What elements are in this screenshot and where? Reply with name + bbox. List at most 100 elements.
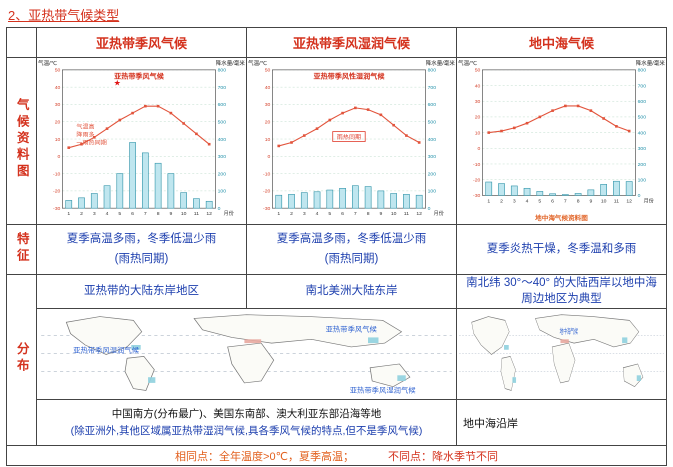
svg-text:4: 4 [316, 211, 319, 217]
svg-text:40: 40 [55, 85, 61, 91]
svg-text:降水量/毫米: 降水量/毫米 [216, 59, 246, 67]
feature-humid-line2: (雨热同期) [324, 252, 379, 265]
svg-text:地中海气候资料图: 地中海气候资料图 [535, 213, 588, 222]
svg-text:9: 9 [589, 198, 592, 204]
svg-text:30: 30 [265, 102, 271, 108]
svg-text:400: 400 [638, 130, 647, 136]
svg-text:6: 6 [341, 211, 344, 217]
row-label-charts: 气候资料图 [6, 57, 37, 225]
svg-text:100: 100 [638, 177, 647, 183]
region-mediterranean: 南北纬 30°～40° 的大陆西岸以地中海周边地区为典型 [456, 273, 667, 310]
climate-chart-humid: -30 -20 -10 0 10 20 30 40 50 0 100 200 300 400 500 600 7… [248, 59, 456, 224]
feature-humid: 夏季高温多雨，冬季低温少雨 (雨热同期) [246, 224, 457, 275]
svg-text:0: 0 [478, 146, 481, 152]
distribution-east-line1: 中国南方(分布最广)、美国东南部、澳大利亚东部沿海等地 [111, 407, 382, 420]
svg-text:100: 100 [428, 189, 437, 195]
col-header-monsoon: 亚热带季风气候 [36, 27, 247, 58]
svg-text:1: 1 [67, 211, 70, 217]
svg-text:40: 40 [475, 83, 481, 89]
svg-text:降雨多: 降雨多 [76, 131, 94, 139]
svg-text:1: 1 [487, 198, 490, 204]
svg-text:30: 30 [475, 99, 481, 105]
svg-text:3: 3 [93, 211, 96, 217]
svg-text:-10: -10 [53, 171, 61, 177]
svg-text:气温高: 气温高 [76, 123, 94, 131]
svg-text:-20: -20 [263, 189, 271, 195]
svg-text:3: 3 [513, 198, 516, 204]
svg-text:7: 7 [354, 211, 357, 217]
svg-text:800: 800 [428, 68, 437, 74]
feature-mediterranean: 夏季炎热干燥，冬季温和多雨 [456, 224, 667, 275]
svg-text:20: 20 [55, 120, 61, 126]
svg-text:4: 4 [106, 211, 109, 217]
svg-text:-30: -30 [53, 206, 61, 212]
svg-text:气温/℃: 气温/℃ [458, 59, 477, 67]
climate-chart-mediterranean: -30 -20 -10 0 10 20 30 40 50 0 100 200 300 400 500 600 7… [458, 59, 666, 224]
svg-text:12: 12 [416, 211, 422, 217]
distribution-east-cell: 中国南方(分布最广)、美国东南部、澳大利亚东部沿海等地 (除亚洲外,其他区域属亚… [36, 399, 457, 447]
row-label-charts-text: 气候资料图 [14, 98, 29, 181]
svg-text:5: 5 [118, 211, 121, 217]
svg-text:500: 500 [218, 120, 227, 126]
svg-text:亚热带季风气候: 亚热带季风气候 [326, 325, 377, 334]
svg-text:5: 5 [538, 198, 541, 204]
svg-text:5: 5 [328, 211, 331, 217]
corner-cell [6, 27, 37, 58]
svg-text:700: 700 [638, 83, 647, 89]
features-row: 特征 夏季高温多雨，冬季低温少雨 (雨热同期) 夏季高温多雨，冬季低温少雨 (雨… [6, 224, 667, 275]
region-monsoon-text: 亚热带的大陆东岸地区 [84, 284, 199, 297]
feature-monsoon-line1: 夏季高温多雨，冬季低温少雨 [66, 232, 217, 245]
feature-monsoon: 夏季高温多雨，冬季低温少雨 (雨热同期) [36, 224, 247, 275]
feature-humid-line1: 夏季高温多雨，冬季低温少雨 [276, 232, 427, 245]
distribution-text-row: 中国南方(分布最广)、美国东南部、澳大利亚东部沿海等地 (除亚洲外,其他区域属亚… [7, 399, 667, 447]
distribution-map-row: 亚热带季风气候 亚热带季风湿润气候 亚热带季风湿润气候 地中海气候 [7, 308, 667, 401]
svg-text:10: 10 [181, 211, 187, 217]
distribution-region-row: 分布 亚热带的大陆东岸地区 南北美洲大陆东岸 南北纬 30°～40° 的大陆西岸… [6, 273, 667, 447]
svg-text:20: 20 [475, 115, 481, 121]
distribution-mediterranean-text: 地中海沿岸 [463, 417, 518, 430]
svg-text:11: 11 [194, 211, 199, 217]
page-title: 2、亚热带气候类型 [8, 8, 120, 23]
climate-table: 亚热带季风气候 亚热带季风湿润气候 地中海气候 气候资料图 -30 -20 -10 0… [6, 27, 667, 467]
svg-text:10: 10 [55, 137, 61, 143]
svg-text:★: ★ [114, 79, 121, 88]
svg-text:0: 0 [268, 154, 271, 160]
footer-diff-point: 不同点：降水季节不同 [387, 450, 498, 463]
footer-cell: 相同点：全年温度>0℃，夏季高温； 不同点：降水季节不同 [6, 445, 667, 467]
svg-text:200: 200 [218, 171, 227, 177]
svg-text:700: 700 [428, 85, 437, 91]
feature-mediterranean-text: 夏季炎热干燥，冬季温和多雨 [486, 242, 637, 255]
svg-text:0: 0 [638, 193, 641, 199]
row-label-features: 特征 [6, 224, 37, 275]
svg-text:400: 400 [428, 137, 437, 143]
region-humid-text: 南北美洲大陆东岸 [305, 284, 398, 297]
svg-text:亚热带季风性湿润气候: 亚热带季风性湿润气候 [314, 72, 386, 81]
svg-text:月份: 月份 [644, 197, 654, 204]
svg-text:8: 8 [157, 211, 160, 217]
svg-text:100: 100 [218, 189, 227, 195]
svg-text:8: 8 [367, 211, 370, 217]
svg-text:2: 2 [290, 211, 293, 217]
svg-text:10: 10 [265, 137, 271, 143]
svg-text:200: 200 [428, 171, 437, 177]
svg-text:12: 12 [206, 211, 212, 217]
svg-text:7: 7 [144, 211, 147, 217]
svg-text:11: 11 [614, 198, 619, 204]
climate-chart-monsoon: -30 -20 -10 0 10 20 30 40 50 0 100 200 300 400 500 600 7… [38, 59, 246, 224]
svg-text:400: 400 [218, 137, 227, 143]
svg-text:月份: 月份 [434, 210, 444, 217]
svg-text:7: 7 [564, 198, 567, 204]
row-label-distribution: 分布 [6, 273, 37, 447]
svg-text:6: 6 [551, 198, 554, 204]
svg-text:9: 9 [169, 211, 172, 217]
chart-cell-mediterranean: -30 -20 -10 0 10 20 30 40 50 0 100 200 300 400 500 600 7… [456, 57, 667, 225]
svg-text:气温/℃: 气温/℃ [248, 59, 267, 67]
svg-text:800: 800 [218, 68, 227, 74]
svg-text:600: 600 [218, 102, 227, 108]
svg-text:500: 500 [638, 115, 647, 121]
svg-text:降水量/毫米: 降水量/毫米 [426, 59, 456, 67]
svg-text:1: 1 [277, 211, 280, 217]
svg-text:0: 0 [218, 206, 221, 212]
svg-text:地中海气候: 地中海气候 [560, 326, 579, 336]
